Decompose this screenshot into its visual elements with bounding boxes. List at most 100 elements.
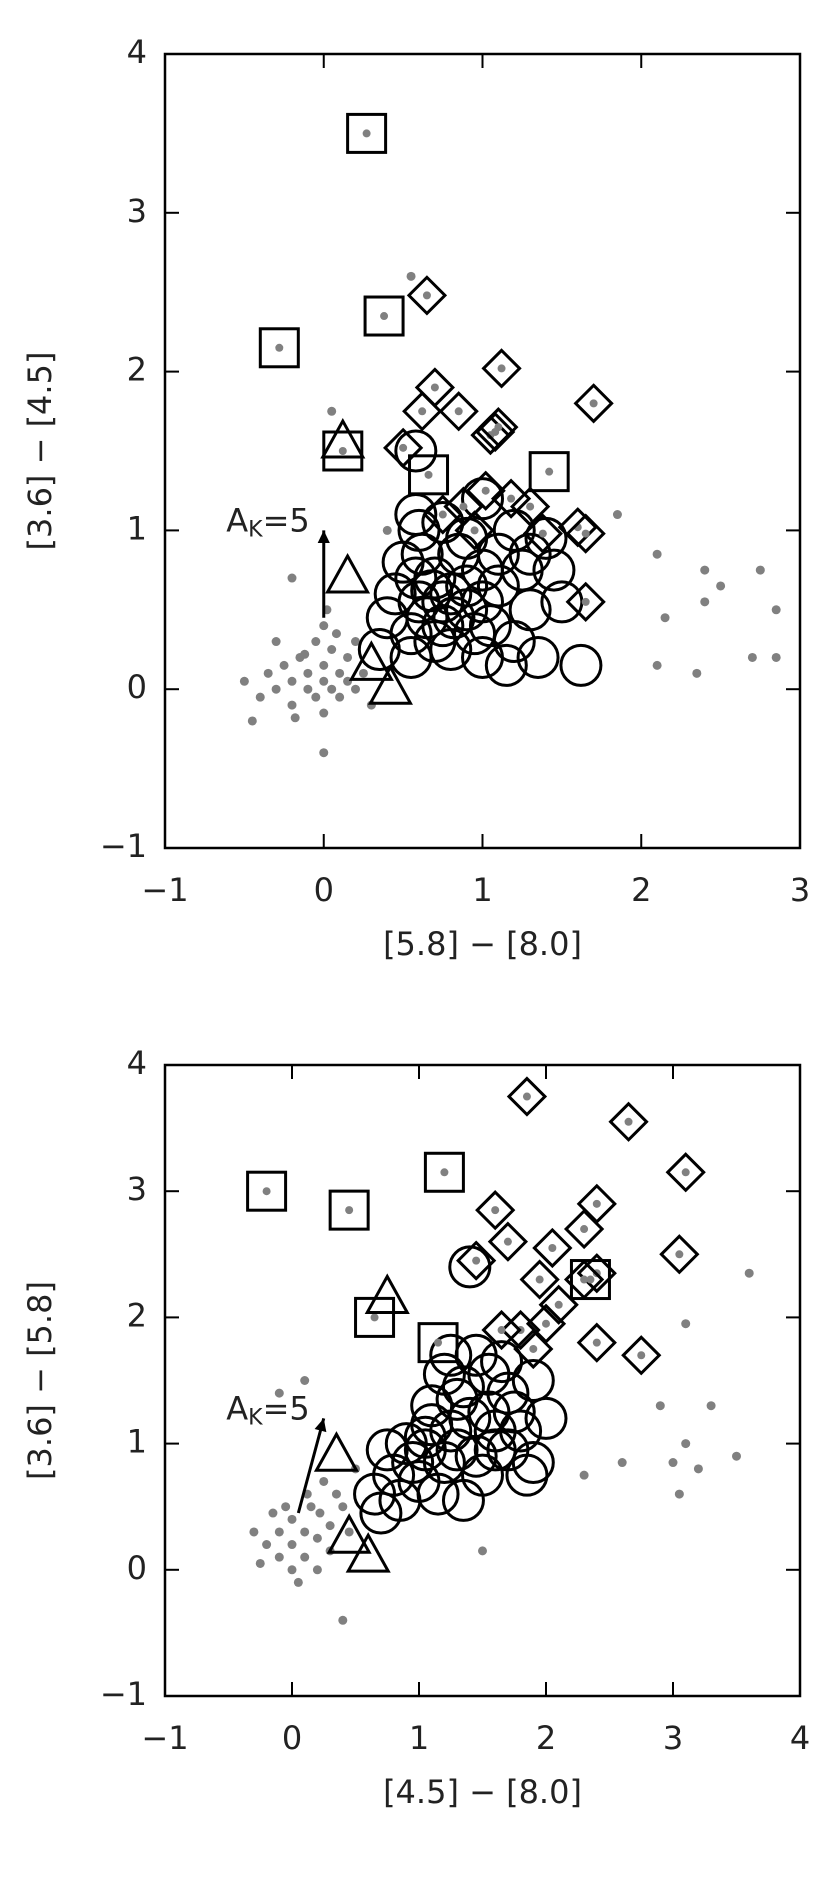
x-tick-label: −1 <box>141 871 188 909</box>
inner-dot <box>580 1225 589 1234</box>
y-tick-label: 3 <box>127 192 147 230</box>
circle-marker <box>394 556 438 600</box>
data-point <box>331 629 341 639</box>
diamond-marker <box>456 1240 497 1281</box>
circle-marker <box>461 635 504 679</box>
data-point <box>281 1502 291 1512</box>
data-point <box>655 1401 665 1411</box>
data-point <box>274 1527 284 1537</box>
circle-marker <box>448 1245 492 1289</box>
diamond-marker <box>665 1152 706 1193</box>
x-tick-label: 2 <box>631 871 651 909</box>
inner-dot <box>262 1187 271 1196</box>
data-point <box>617 1458 627 1468</box>
annotation-subscript: K <box>248 517 263 542</box>
y-tick-label: 4 <box>127 1044 147 1082</box>
x-tick-label: 1 <box>472 871 492 909</box>
diamond-marker <box>475 1190 516 1231</box>
annotation-text: A <box>226 1389 248 1427</box>
diamond-marker <box>500 1309 541 1351</box>
data-point <box>478 1546 487 1556</box>
square-marker <box>363 295 405 337</box>
data-point <box>287 1514 297 1524</box>
inner-dot <box>554 1300 563 1309</box>
data-point <box>744 1268 754 1278</box>
x-tick-label: 0 <box>282 1719 302 1757</box>
data-point <box>311 637 321 647</box>
y-tick-label: −1 <box>100 1675 147 1713</box>
x-axis-label: [5.8] − [8.0] <box>383 925 582 963</box>
circle-marker <box>410 569 454 613</box>
triangle-marker <box>364 1273 410 1314</box>
data-point <box>700 597 710 607</box>
circle-marker <box>378 1478 422 1522</box>
data-point <box>300 1552 310 1562</box>
inner-dot <box>430 383 439 392</box>
diamond-marker <box>506 1076 548 1117</box>
circle-marker <box>432 596 476 640</box>
inner-dot <box>507 494 516 503</box>
data-point <box>287 573 297 583</box>
data-point <box>335 668 345 678</box>
inner-dot <box>399 443 408 452</box>
circle-marker <box>505 1453 549 1497</box>
circle-marker <box>511 1359 555 1402</box>
inner-dot <box>580 1275 589 1284</box>
diamond-marker <box>481 348 522 389</box>
circle-marker <box>516 635 560 679</box>
annotation: AK=5 <box>226 1389 310 1430</box>
data-point <box>303 684 313 694</box>
data-point <box>343 676 353 686</box>
inner-dot <box>545 467 554 476</box>
data-point <box>293 1577 303 1587</box>
inner-dot <box>592 1338 601 1347</box>
data-point <box>300 1376 310 1385</box>
inner-dot <box>438 510 447 519</box>
annotation-subscript: K <box>248 1405 263 1430</box>
data-point <box>263 668 273 678</box>
data-point <box>693 1464 703 1474</box>
data-point <box>287 700 297 710</box>
inner-dot <box>370 1313 379 1322</box>
triangle-marker <box>367 664 413 705</box>
inner-dot <box>422 291 431 300</box>
inner-dot <box>275 343 284 352</box>
inner-dot <box>434 1338 443 1347</box>
circle-marker <box>365 1428 409 1472</box>
x-tick-label: 2 <box>536 1719 556 1757</box>
data-point <box>612 510 622 520</box>
circle-marker <box>467 1390 511 1434</box>
data-point <box>325 1521 335 1531</box>
data-point <box>306 1502 316 1512</box>
data-point <box>271 684 281 694</box>
circle-marker <box>532 548 576 592</box>
inner-dot <box>380 312 389 321</box>
triangle-marker <box>320 417 366 459</box>
data-point <box>274 1388 284 1398</box>
diamond-marker <box>532 1227 573 1269</box>
square-marker <box>328 1189 370 1231</box>
y-tick-label: 0 <box>127 668 147 706</box>
inner-dot <box>535 1275 544 1284</box>
square-marker <box>258 327 300 369</box>
triangle-marker <box>325 552 371 594</box>
data-point <box>262 1540 272 1550</box>
circle-marker <box>353 1472 397 1516</box>
data-point <box>247 716 257 726</box>
circle-marker <box>508 532 552 576</box>
inner-dot <box>459 502 468 511</box>
circle-marker <box>429 1333 473 1377</box>
arrow-head <box>314 1418 327 1433</box>
triangle-marker <box>313 1431 359 1472</box>
x-tick-label: 3 <box>663 1719 683 1757</box>
data-point <box>268 1508 278 1518</box>
diamond-marker <box>406 275 448 316</box>
x-tick-label: 3 <box>790 871 810 909</box>
data-point <box>755 565 765 575</box>
data-point <box>255 692 265 702</box>
annotation-suffix: =5 <box>263 501 310 539</box>
y-tick-label: 2 <box>127 1296 147 1334</box>
inner-dot <box>472 1256 481 1265</box>
data-point <box>406 271 416 281</box>
data-point <box>579 1470 589 1480</box>
